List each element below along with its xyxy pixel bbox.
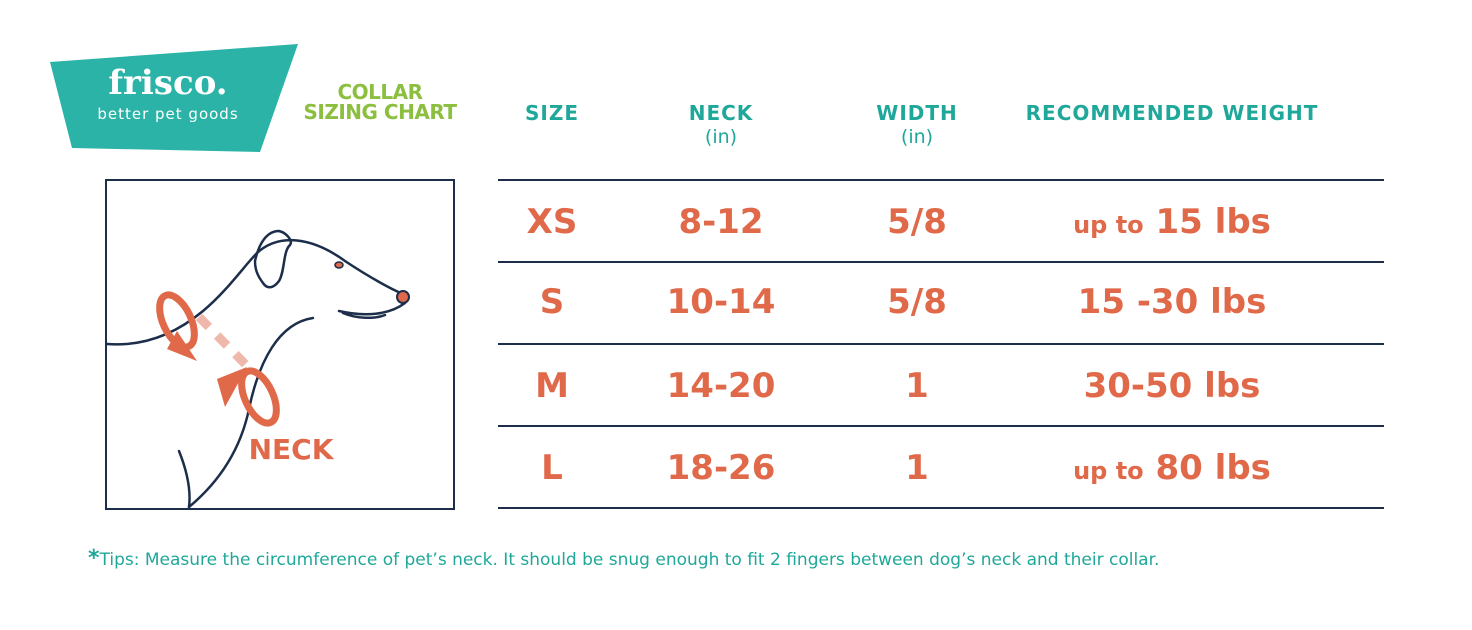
dog-neck-illustration: NECK [105, 179, 455, 510]
svg-text:better pet goods: better pet goods [97, 105, 238, 123]
cell-weight: up to 80 lbs [1073, 448, 1271, 488]
cell-width: 1 [905, 366, 929, 406]
cell-weight: up to 15 lbs [1073, 202, 1271, 242]
cell-neck: 10-14 [666, 282, 776, 322]
divider [498, 261, 1384, 263]
cell-size: S [539, 282, 565, 322]
weight-prefix: up to [1073, 211, 1144, 239]
divider [498, 425, 1384, 427]
weight-prefix: up to [1073, 457, 1144, 485]
cell-width: 1 [905, 448, 929, 488]
cell-neck: 18-26 [666, 448, 776, 488]
title-line-1: COLLAR [337, 80, 423, 104]
tips-note: *Tips: Measure the circumference of pet’… [88, 546, 1160, 571]
cell-size: XS [526, 202, 578, 242]
weight-value: 30-50 lbs [1083, 366, 1261, 406]
svg-text:frisco.: frisco. [108, 63, 227, 103]
cell-weight: 15 -30 lbs [1078, 282, 1267, 322]
title-line-2: SIZING CHART [303, 100, 457, 124]
divider [498, 343, 1384, 345]
cell-weight: 30-50 lbs [1084, 366, 1261, 406]
frisco-logo: frisco. better pet goods [50, 44, 300, 152]
cell-size: L [541, 448, 563, 488]
header-size: SIZE [524, 101, 580, 125]
cell-neck: 14-20 [666, 366, 776, 406]
divider [498, 507, 1384, 509]
header-width: WIDTH (in) [876, 101, 958, 148]
weight-value: 15 lbs [1155, 202, 1271, 242]
cell-size: M [535, 366, 569, 406]
divider [498, 179, 1384, 181]
header-neck: NECK (in) [688, 101, 754, 148]
neck-label: NECK [249, 433, 335, 466]
cell-width: 5/8 [887, 282, 947, 322]
header-weight: RECOMMENDED WEIGHT [1025, 101, 1319, 125]
weight-value: 15 -30 lbs [1077, 282, 1267, 322]
weight-value: 80 lbs [1155, 448, 1271, 488]
cell-neck: 8-12 [678, 202, 764, 242]
cell-width: 5/8 [887, 202, 947, 242]
chart-title: COLLAR SIZING CHART [300, 82, 460, 122]
